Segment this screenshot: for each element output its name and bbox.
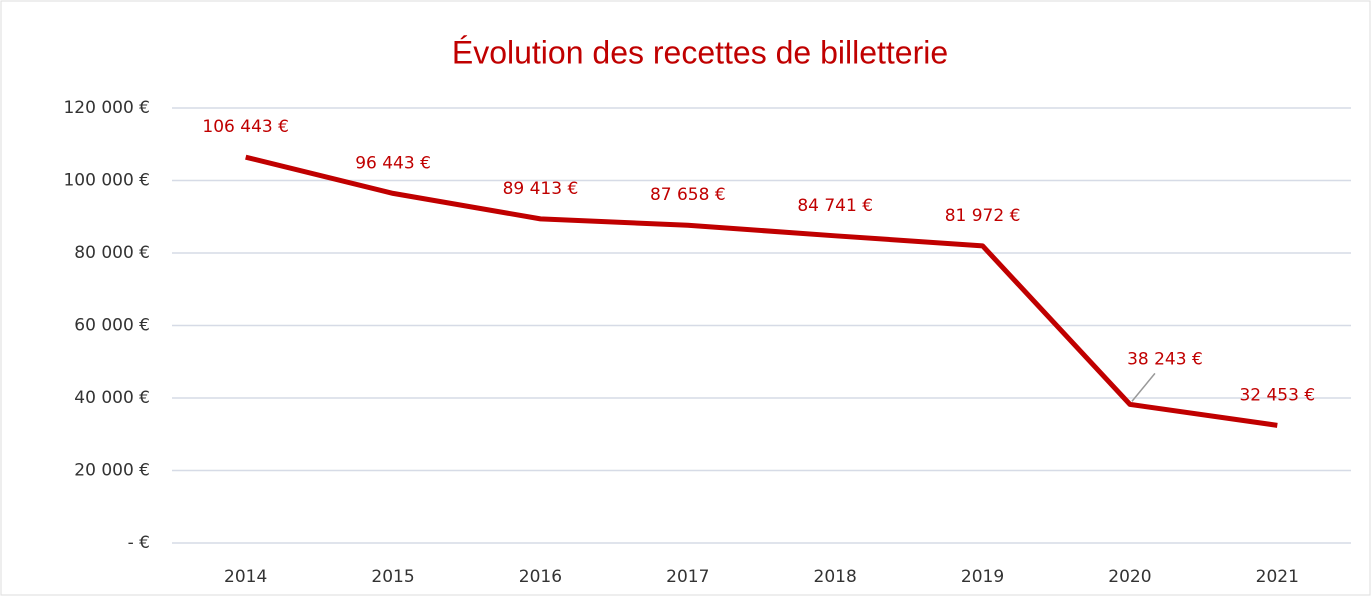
leader-line [1131,372,1156,402]
y-tick-label: - € [128,533,150,553]
x-tick-label: 2015 [371,567,414,587]
y-tick-label: 120 000 € [63,98,150,118]
x-tick-label: 2019 [961,567,1004,587]
data-label: 81 972 € [945,206,1021,226]
data-line [245,154,1278,428]
x-tick-label: 2014 [224,567,267,587]
y-tick-label: 20 000 € [74,461,150,481]
data-label: 38 243 € [1127,349,1203,369]
data-label: 89 413 € [503,179,579,199]
x-tick-label: 2017 [666,567,709,587]
y-tick-label: 80 000 € [74,243,150,263]
data-label: 106 443 € [202,117,289,137]
x-tick-label: 2018 [814,567,857,587]
data-label: 32 453 € [1239,385,1315,405]
data-label: 96 443 € [355,153,431,173]
y-tick-label: 40 000 € [74,388,150,408]
x-tick-label: 2021 [1256,567,1299,587]
data-label: 84 741 € [797,196,873,216]
x-tick-label: 2020 [1108,567,1151,587]
data-label: 87 658 € [650,185,726,205]
y-tick-label: 60 000 € [74,316,150,336]
x-tick-label: 2016 [519,567,562,587]
chart-title: Évolution des recettes de billetterie [452,34,948,70]
y-tick-label: 100 000 € [63,171,150,191]
